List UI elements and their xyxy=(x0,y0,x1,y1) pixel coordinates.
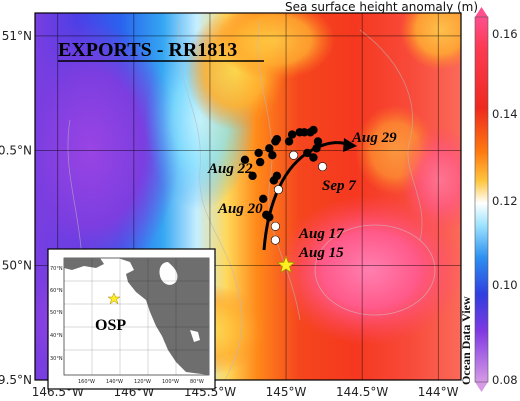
station-marker-black xyxy=(265,144,274,153)
inset-osp-star xyxy=(107,292,121,305)
station-marker-black xyxy=(309,125,318,135)
svg-text:40°N: 40°N xyxy=(50,333,63,339)
map-title: EXPORTS - RR1813 xyxy=(58,39,237,61)
cruise-track-arrowhead xyxy=(343,138,357,152)
station-marker-white xyxy=(273,185,283,195)
station-marker-black xyxy=(284,137,294,146)
svg-text:140°W: 140°W xyxy=(106,379,123,385)
station-marker-black xyxy=(265,212,274,222)
station-marker-black xyxy=(248,171,257,181)
station-marker-black xyxy=(287,130,297,139)
date-label-aug-15: Aug 15 xyxy=(298,245,344,261)
station-marker-black xyxy=(312,144,321,153)
great-lakes xyxy=(190,330,200,342)
station-marker-black xyxy=(309,153,318,162)
station-marker-white xyxy=(289,150,299,160)
colorbar-tick-0.14: 0.14 xyxy=(492,107,518,121)
colorbar-label: Sea surface height anomaly (m) xyxy=(285,0,478,14)
svg-text:160°W: 160°W xyxy=(78,379,95,385)
north-america-land xyxy=(118,258,209,375)
station-marker-black xyxy=(254,148,263,158)
latitude-ticks: 51°N 50.5°N 50°N 49.5°N xyxy=(0,29,32,387)
ocean-data-view-watermark: Ocean Data View xyxy=(459,296,473,385)
inset-map: OSP 70°N 60°N 50°N 40°N 30°N 160°W 140°W… xyxy=(47,248,216,390)
svg-text:50°N: 50°N xyxy=(50,310,63,316)
lat-tick-label: 49.5°N xyxy=(0,373,32,387)
inset-lat-ticks: 70°N 60°N 50°N 40°N 30°N xyxy=(50,266,63,362)
inset-osp-label: OSP xyxy=(95,317,126,334)
date-label-sep-7: Sep 7 xyxy=(322,178,356,194)
date-label-aug-17: Aug 17 xyxy=(298,226,344,242)
colorbar-tick-0.08: 0.08 xyxy=(492,373,518,387)
date-label-aug-29: Aug 29 xyxy=(351,130,397,146)
station-marker-white xyxy=(318,162,328,172)
station-markers xyxy=(240,125,328,245)
inset-lon-ticks: 160°W 140°W 120°W 100°W 80°W xyxy=(78,379,204,385)
station-marker-white xyxy=(270,221,280,231)
colorbar-tick-0.12: 0.12 xyxy=(492,194,518,208)
station-marker-black xyxy=(255,157,265,167)
station-marker-black xyxy=(272,134,282,144)
station-marker-black xyxy=(303,148,312,158)
svg-text:70°N: 70°N xyxy=(50,266,63,272)
lat-tick-label: 50.5°N xyxy=(0,144,32,158)
station-marker-black xyxy=(300,128,309,137)
lon-tick-label: 144°W xyxy=(418,385,459,399)
svg-text:60°N: 60°N xyxy=(50,288,63,294)
hudson-bay xyxy=(159,262,178,285)
station-marker-black xyxy=(269,176,279,185)
svg-text:100°W: 100°W xyxy=(162,379,179,385)
svg-text:120°W: 120°W xyxy=(134,379,151,385)
svg-text:80°W: 80°W xyxy=(190,379,204,385)
colorbar xyxy=(474,7,489,392)
station-marker-white xyxy=(270,235,280,245)
colorbar-ticks: 0.16 0.14 0.12 0.10 0.08 xyxy=(492,27,518,387)
date-label-aug-22: Aug 22 xyxy=(207,161,253,177)
colorbar-tick-0.10: 0.10 xyxy=(492,278,518,292)
date-label-aug-20: Aug 20 xyxy=(217,201,263,217)
colorbar-tick-0.16: 0.16 xyxy=(492,27,518,41)
station-marker-black xyxy=(313,137,323,146)
station-marker-black xyxy=(240,155,250,164)
lon-tick-label: 145°W xyxy=(266,385,307,399)
lat-tick-label: 51°N xyxy=(2,29,32,43)
alaska-land xyxy=(64,258,104,270)
lon-tick-label: 144.5°W xyxy=(336,385,388,399)
station-marker-black xyxy=(259,194,268,203)
lat-tick-label: 50°N xyxy=(2,258,32,272)
map-frame xyxy=(34,12,462,381)
map-graticule xyxy=(35,13,461,380)
station-marker-black xyxy=(268,151,277,160)
osp-station-star xyxy=(276,255,296,274)
svg-text:30°N: 30°N xyxy=(50,356,63,362)
